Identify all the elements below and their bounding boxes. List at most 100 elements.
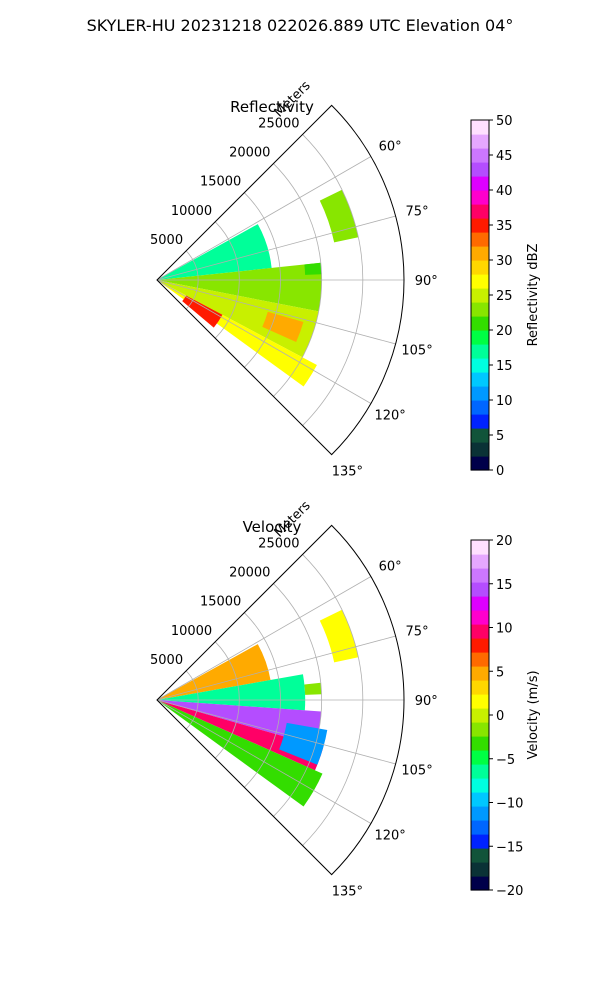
azimuth-tick-label: 120° [374, 829, 405, 844]
colorbar-swatch [471, 134, 489, 149]
colorbar-swatch [471, 316, 489, 331]
colorbar-tick-label: 15 [496, 359, 513, 374]
azimuth-gridline-1 [156, 635, 396, 701]
colorbar-swatch [471, 246, 489, 261]
echo-region-7 [304, 682, 322, 695]
colorbar-swatch [471, 372, 489, 387]
colorbar-swatch [471, 652, 489, 667]
colorbar-swatch [471, 610, 489, 625]
echo-region-3 [157, 700, 324, 771]
colorbar-swatch [471, 596, 489, 611]
colorbar-tick-label: 30 [496, 254, 513, 269]
colorbar-tick-label: 20 [496, 534, 513, 549]
echo-region-4 [157, 700, 323, 807]
colorbar-swatch [471, 428, 489, 443]
azimuth-gridline-1 [156, 215, 396, 281]
azimuth-tick-label: 105° [401, 764, 432, 779]
radial-tick-label: 10000 [171, 624, 212, 639]
echo-region-5 [279, 722, 328, 765]
radial-tick-label: 10000 [171, 204, 212, 219]
echo-region-6 [319, 609, 359, 663]
colorbar-swatch [471, 582, 489, 597]
colorbar-swatch [471, 204, 489, 219]
colorbar-swatch [471, 750, 489, 765]
colorbar-swatch [471, 176, 489, 191]
colorbar-swatch [471, 764, 489, 779]
colorbar-swatch [471, 624, 489, 639]
sector-frame [156, 524, 405, 876]
colorbar-swatch [471, 288, 489, 303]
colorbar-tick-label: 45 [496, 149, 513, 164]
colorbar-tick-label: −15 [496, 840, 523, 855]
radial-tick-label: 5000 [150, 653, 183, 668]
colorbar-swatch [471, 330, 489, 345]
colorbar-tick-label: 50 [496, 114, 513, 129]
colorbar-swatch [471, 232, 489, 247]
azimuth-tick-label: 75° [406, 624, 429, 639]
radial-tick-label: 5000 [150, 233, 183, 248]
colorbar-tick-label: 25 [496, 289, 513, 304]
radial-tick-label: 15000 [200, 175, 241, 190]
azimuth-gridline-3 [156, 699, 396, 765]
colorbar-swatch [471, 386, 489, 401]
azimuth-gridline-3 [156, 279, 396, 345]
colorbar-swatch [471, 778, 489, 793]
colorbar-swatch [471, 862, 489, 877]
azimuth-tick-label: 90° [415, 694, 438, 709]
radial-tick-label: 25000 [258, 536, 299, 551]
colorbar-tick-label: −10 [496, 797, 523, 812]
echo-region-2 [157, 280, 319, 358]
panel-title: Reflectivity [230, 98, 314, 116]
colorbar-label: Reflectivity dBZ [526, 244, 541, 347]
azimuth-tick-label: 120° [374, 409, 405, 424]
colorbar-swatch [471, 442, 489, 457]
colorbar-tick-label: 35 [496, 219, 513, 234]
colorbar-swatch [471, 834, 489, 849]
colorbar-swatch [471, 848, 489, 863]
azimuth-tick-label: 60° [379, 139, 402, 154]
colorbar-tick-label: −20 [496, 884, 523, 899]
colorbar-tick-label: 10 [496, 622, 513, 637]
radial-tick-label: 20000 [229, 146, 270, 161]
colorbar-label: Velocity (m/s) [526, 670, 541, 759]
figure-suptitle: SKYLER-HU 20231218 022026.889 UTC Elevat… [87, 16, 514, 35]
colorbar-swatch [471, 358, 489, 373]
radial-tick-label: 25000 [258, 116, 299, 131]
colorbar-tick-label: 5 [496, 429, 504, 444]
colorbar-tick-label: 0 [496, 464, 504, 479]
colorbar-swatch [471, 806, 489, 821]
echo-region-5 [262, 311, 304, 342]
panel-title: Velocity [243, 518, 302, 536]
radial-tick-label: 15000 [200, 595, 241, 610]
colorbar-tick-label: −5 [496, 753, 515, 768]
colorbar-swatch [471, 568, 489, 583]
colorbar-swatch [471, 302, 489, 317]
colorbar-swatch [471, 680, 489, 695]
colorbar-swatch [471, 554, 489, 569]
azimuth-tick-label: 105° [401, 344, 432, 359]
velocity-panel: Velocity500010000150002000025000Meters60… [150, 498, 541, 899]
colorbar-swatch [471, 708, 489, 723]
azimuth-tick-label: 60° [379, 559, 402, 574]
azimuth-gridline-0 [156, 156, 372, 281]
colorbar-swatch [471, 414, 489, 429]
echo-region-0 [157, 224, 272, 280]
colorbar-swatch [471, 876, 489, 891]
azimuth-tick-label: 135° [332, 464, 363, 479]
azimuth-gridline-4 [156, 279, 372, 404]
colorbar-swatch [471, 638, 489, 653]
colorbar-swatch [471, 540, 489, 555]
colorbar-swatch [471, 400, 489, 415]
colorbar-swatch [471, 260, 489, 275]
azimuth-tick-label: 75° [406, 204, 429, 219]
colorbar-tick-label: 40 [496, 184, 513, 199]
colorbar-tick-label: 5 [496, 665, 504, 680]
colorbar-swatch [471, 162, 489, 177]
echo-region-7 [304, 262, 322, 275]
reflectivity-panel: Reflectivity500010000150002000025000Mete… [150, 78, 541, 479]
azimuth-gridline-0 [156, 576, 372, 701]
colorbar-swatch [471, 722, 489, 737]
colorbar-tick-label: 10 [496, 394, 513, 409]
colorbar-swatch [471, 274, 489, 289]
